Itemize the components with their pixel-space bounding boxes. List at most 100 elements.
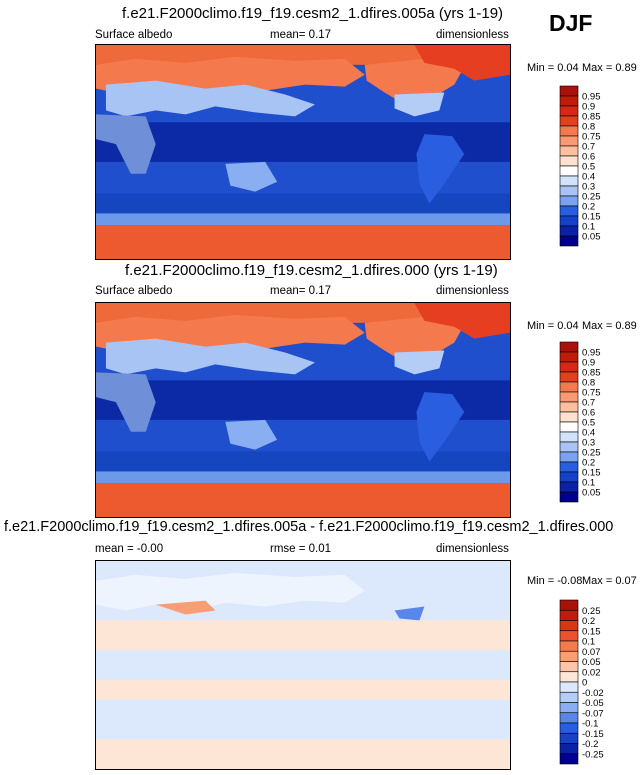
panel2-units-label: dimensionless: [436, 285, 509, 297]
australia: [225, 419, 278, 450]
panel1-colorbar-label: 0.7: [582, 142, 595, 153]
panel3-colorbar: 0.25 0.2 0.15 0.1 0.07 0.05 0.02 0 -0.02 -0.05 -0.…: [559, 599, 620, 765]
panel3-colorbar-box: [559, 620, 579, 632]
panel1-albedo-map: [95, 44, 511, 260]
panel3-colorbar-label: 0.25: [582, 606, 601, 617]
panel3-colorbar-label: 0.15: [582, 626, 601, 637]
panel2-colorbar-label: 0.1: [582, 478, 595, 489]
panel1-colorbar-box: [559, 195, 579, 207]
panel3-colorbar-box: [559, 702, 579, 714]
panel1-colorbar-box: [559, 215, 579, 227]
panel2-colorbar-box: [559, 451, 579, 463]
diff-band-3: [96, 739, 510, 769]
panel2-colorbar-label: 0.6: [582, 408, 595, 419]
panel2-colorbar-box: [559, 441, 579, 453]
panel2-colorbar-box: [559, 421, 579, 433]
panel3-units-label: dimensionless: [436, 543, 509, 555]
panel2-mean-label: mean= 0.17: [270, 285, 332, 297]
panel3-colorbar-box: [559, 681, 579, 693]
panel1-colorbar-box: [559, 145, 579, 157]
greenland-arctic: [414, 303, 510, 339]
panel3-colorbar-label: 0.1: [582, 637, 595, 648]
season-label: DJF: [549, 10, 593, 36]
panel2-colorbar-box: [559, 371, 579, 383]
panel1-colorbar-box: [559, 165, 579, 177]
panel3-colorbar-box: [559, 712, 579, 724]
panel2-colorbar-box: [559, 351, 579, 363]
south-america: [416, 392, 465, 462]
panel3-colorbar-box: [559, 661, 579, 673]
panel3-colorbar-box: [559, 691, 579, 703]
panel2-colorbar-label: 0.4: [582, 428, 595, 439]
panel1-colorbar-label: 0.4: [582, 172, 595, 183]
panel3-rmse-label: rmse = 0.01: [270, 543, 332, 555]
southern-ocean-band: [96, 451, 510, 472]
panel1-colorbar-box: [559, 155, 579, 167]
panel2-colorbar: 0.95 0.9 0.85 0.8 0.75 0.7 0.6 0.5 0.4 0.3 0.25 0.2…: [559, 341, 620, 503]
panel3-colorbar-box: [559, 630, 579, 642]
panel1-colorbar-box: [559, 135, 579, 147]
panel3-colorbar-svg: 0.250.20.150.10.070.050.020-0.02-0.05-0.…: [559, 599, 604, 765]
panel2-colorbar-label: 0.3: [582, 438, 595, 449]
panel2-colorbar-box: [559, 461, 579, 473]
panel1-colorbar-box: [559, 85, 579, 97]
panel3-colorbar-label: 0.2: [582, 616, 595, 627]
panel3-colorbar-box: [559, 671, 579, 683]
panel1-colorbar-label: 0.6: [582, 152, 595, 163]
panel1-colorbar-box: [559, 95, 579, 107]
panel1-map-svg: [96, 45, 510, 259]
panel2-colorbar-svg: 0.950.90.850.80.750.70.60.50.40.30.250.2…: [559, 341, 601, 503]
sea-ice-edge: [96, 213, 510, 226]
panel3-colorbar-box: [559, 599, 579, 611]
panel1-colorbar-label: 0.05: [582, 232, 601, 243]
panel2-albedo-map: [95, 302, 511, 518]
panel3-colorbar-label: 0: [582, 678, 587, 689]
panel3-colorbar-label: -0.15: [582, 729, 604, 740]
sea-ice-edge: [96, 471, 510, 484]
panel3-max-label: Max = 0.07: [582, 575, 637, 587]
panel3-min-label: Min = -0.08: [527, 575, 583, 587]
panel2-colorbar-label: 0.9: [582, 358, 595, 369]
panel1-variable-label: Surface albedo: [95, 29, 173, 41]
panel3-colorbar-box: [559, 722, 579, 734]
panel3-colorbar-label: 0.02: [582, 667, 601, 678]
panel1-colorbar-box: [559, 185, 579, 197]
panel3-colorbar-box: [559, 753, 579, 765]
arctic-band: [96, 45, 510, 65]
panel3-colorbar-label: -0.05: [582, 698, 604, 709]
panel1-units-label: dimensionless: [436, 29, 509, 41]
panel2-variable-label: Surface albedo: [95, 285, 173, 297]
panel3-colorbar-label: 0.05: [582, 657, 601, 668]
panel2-colorbar-label: 0.7: [582, 398, 595, 409]
panel3-title: f.e21.F2000climo.f19_f19.cesm2_1.dfires.…: [4, 519, 614, 535]
panel2-colorbar-label: 0.15: [582, 468, 601, 479]
panel2-colorbar-label: 0.5: [582, 418, 595, 429]
panel2-colorbar-label: 0.05: [582, 488, 601, 499]
panel1-colorbar-box: [559, 235, 579, 247]
panel2-colorbar-box: [559, 391, 579, 403]
panel2-map-svg: [96, 303, 510, 517]
panel3-colorbar-box: [559, 609, 579, 621]
panel3-colorbar-box: [559, 650, 579, 662]
panel2-colorbar-label: 0.85: [582, 368, 601, 379]
southern-ocean-band: [96, 193, 510, 214]
antarctica: [96, 483, 510, 517]
panel2-colorbar-box: [559, 481, 579, 493]
panel3-colorbar-label: -0.07: [582, 708, 604, 719]
north-america-midlat: [394, 92, 445, 117]
panel3-colorbar-box: [559, 743, 579, 755]
north-america-negative-patch: [394, 606, 425, 621]
north-america-midlat: [394, 350, 445, 375]
panel1-colorbar-box: [559, 115, 579, 127]
panel3-colorbar-label: 0.07: [582, 647, 601, 658]
panel1-colorbar-box: [559, 105, 579, 117]
panel1-colorbar-label: 0.2: [582, 202, 595, 213]
panel1-colorbar-label: 0.3: [582, 182, 595, 193]
panel3-colorbar-box: [559, 732, 579, 744]
panel1-colorbar-box: [559, 225, 579, 237]
panel3-colorbar-label: -0.25: [582, 749, 604, 760]
panel2-colorbar-box: [559, 361, 579, 373]
africa: [96, 114, 156, 174]
panel1-colorbar-box: [559, 175, 579, 187]
panel1-colorbar-label: 0.9: [582, 102, 595, 113]
